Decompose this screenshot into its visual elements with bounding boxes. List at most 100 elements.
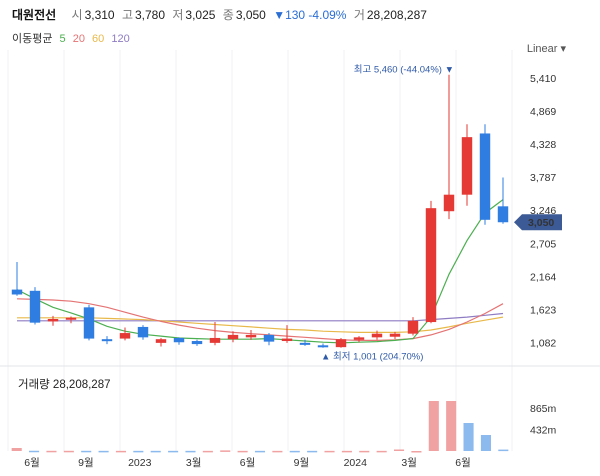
- volume-bars: [11, 401, 509, 453]
- candle-body: [317, 345, 329, 348]
- low-label: 저: [172, 8, 184, 22]
- volume-bar: [498, 449, 509, 452]
- volume-bar: [220, 450, 231, 452]
- candle-body: [101, 339, 113, 342]
- open-value: 3,310: [84, 8, 115, 22]
- volume-bar: [11, 448, 22, 451]
- ma-60: 60: [92, 33, 105, 45]
- volume-bar: [254, 450, 266, 453]
- candle-body: [29, 290, 41, 323]
- candle-body: [65, 317, 77, 320]
- volume-bar: [46, 450, 57, 453]
- ma-5: 5: [59, 33, 66, 45]
- close-value: 3,050: [235, 8, 266, 22]
- price-tick-label: 4,869: [530, 106, 556, 118]
- time-tick-label: 6월: [240, 457, 256, 469]
- volume-bar: [237, 450, 248, 453]
- volume-bar: [359, 450, 370, 453]
- volume-bar: [341, 450, 352, 453]
- ma5-line: [16, 199, 504, 344]
- volume-bar: [168, 450, 179, 453]
- volume-title: 거래량 28,208,287: [18, 379, 111, 391]
- volume-bar: [81, 450, 92, 453]
- time-tick-label: 6월: [455, 457, 471, 469]
- current-price-tag: 3,050: [514, 214, 562, 231]
- price-tick-label: 5,410: [530, 73, 556, 85]
- high-annotation: 최고 5,460 (-44.04%) ▼: [354, 65, 454, 76]
- low-annotation: ▲ 최저 1,001 (204.70%): [321, 352, 423, 363]
- time-tick-label: 9월: [294, 457, 310, 469]
- time-tick-label: 2024: [344, 457, 368, 469]
- price-tick-label: 1,082: [530, 338, 556, 350]
- candle-body: [335, 339, 347, 348]
- price-tick-label: 4,328: [530, 139, 556, 151]
- scale-selector[interactable]: Linear ▾: [526, 43, 566, 55]
- high-value: 3,780: [134, 8, 166, 22]
- volume-bar: [289, 450, 300, 453]
- candle-body: [479, 133, 491, 220]
- volume-bar: [202, 450, 213, 453]
- candle-body: [389, 333, 401, 337]
- high-label: 고: [121, 8, 133, 22]
- candle-body: [353, 337, 365, 340]
- volume-bar: [98, 450, 109, 453]
- candle-body: [209, 337, 221, 343]
- volume-bar: [446, 401, 457, 451]
- candle-body: [119, 333, 131, 339]
- volume-axis: 865m 432m: [530, 403, 557, 437]
- candle-body: [281, 338, 293, 342]
- price-tick-label: 2,164: [530, 271, 556, 283]
- chart-grid: [0, 50, 600, 451]
- volume-bar: [150, 450, 161, 453]
- price-tick-label: 1,623: [530, 305, 556, 317]
- candle-body: [443, 194, 455, 212]
- volume-bar: [480, 435, 491, 451]
- current-price-tag-shape: [514, 214, 562, 231]
- change-value: ▼130 -4.09%: [273, 8, 347, 22]
- volume-bar: [393, 449, 405, 451]
- price-axis: 5,4104,8694,3283,7873,2462,7052,1641,623…: [530, 73, 556, 350]
- candle-body: [461, 137, 473, 195]
- volume-bar: [272, 450, 283, 453]
- time-tick-label: 9월: [78, 457, 94, 469]
- ma60-line: [17, 316, 504, 333]
- volume-bar: [411, 451, 422, 453]
- volume-bar: [376, 450, 387, 453]
- volume-bar: [324, 450, 335, 453]
- ma20-line: [16, 298, 504, 341]
- stock-name: 대원전선: [12, 8, 57, 22]
- volume-bar: [307, 450, 318, 453]
- price-tick-label: 3,787: [530, 172, 556, 184]
- candles: [11, 74, 509, 348]
- candle-body: [227, 334, 239, 340]
- volume-bar: [428, 401, 439, 451]
- moving-average-legend[interactable]: 이동평균 5 20 60 120: [12, 30, 134, 46]
- candle-body: [425, 208, 437, 323]
- volume-value: 28,208,287: [366, 8, 427, 22]
- candle-body: [245, 334, 257, 338]
- time-axis: 6월 9월 2023 3월 6월 9월 2024 3월 6월: [24, 457, 471, 469]
- ma-20: 20: [72, 33, 85, 45]
- volume-bar: [185, 450, 196, 453]
- volume-bar: [133, 450, 144, 453]
- open-label: 시: [71, 8, 83, 22]
- volume-tick-label: 432m: [530, 424, 557, 436]
- candle-body: [173, 337, 185, 343]
- ma-label: 이동평균: [12, 33, 53, 45]
- ma120-line: [17, 312, 504, 322]
- stock-header: 대원전선 시 3,310 고 3,780 저 3,025 종 3,050 ▼130 -4…: [12, 6, 427, 23]
- candle-body: [263, 334, 275, 342]
- time-tick-label: 3월: [186, 457, 202, 469]
- volume-bar: [29, 450, 40, 453]
- volume-bar: [463, 423, 474, 451]
- candle-body: [83, 307, 95, 339]
- candle-body: [47, 318, 59, 322]
- low-value: 3,025: [185, 8, 216, 22]
- candle-body: [191, 341, 203, 345]
- volume-bar: [115, 450, 127, 453]
- candle-body: [137, 326, 149, 338]
- close-label: 종: [222, 8, 234, 22]
- ma-120: 120: [111, 33, 130, 45]
- time-tick-label: 6월: [24, 457, 40, 469]
